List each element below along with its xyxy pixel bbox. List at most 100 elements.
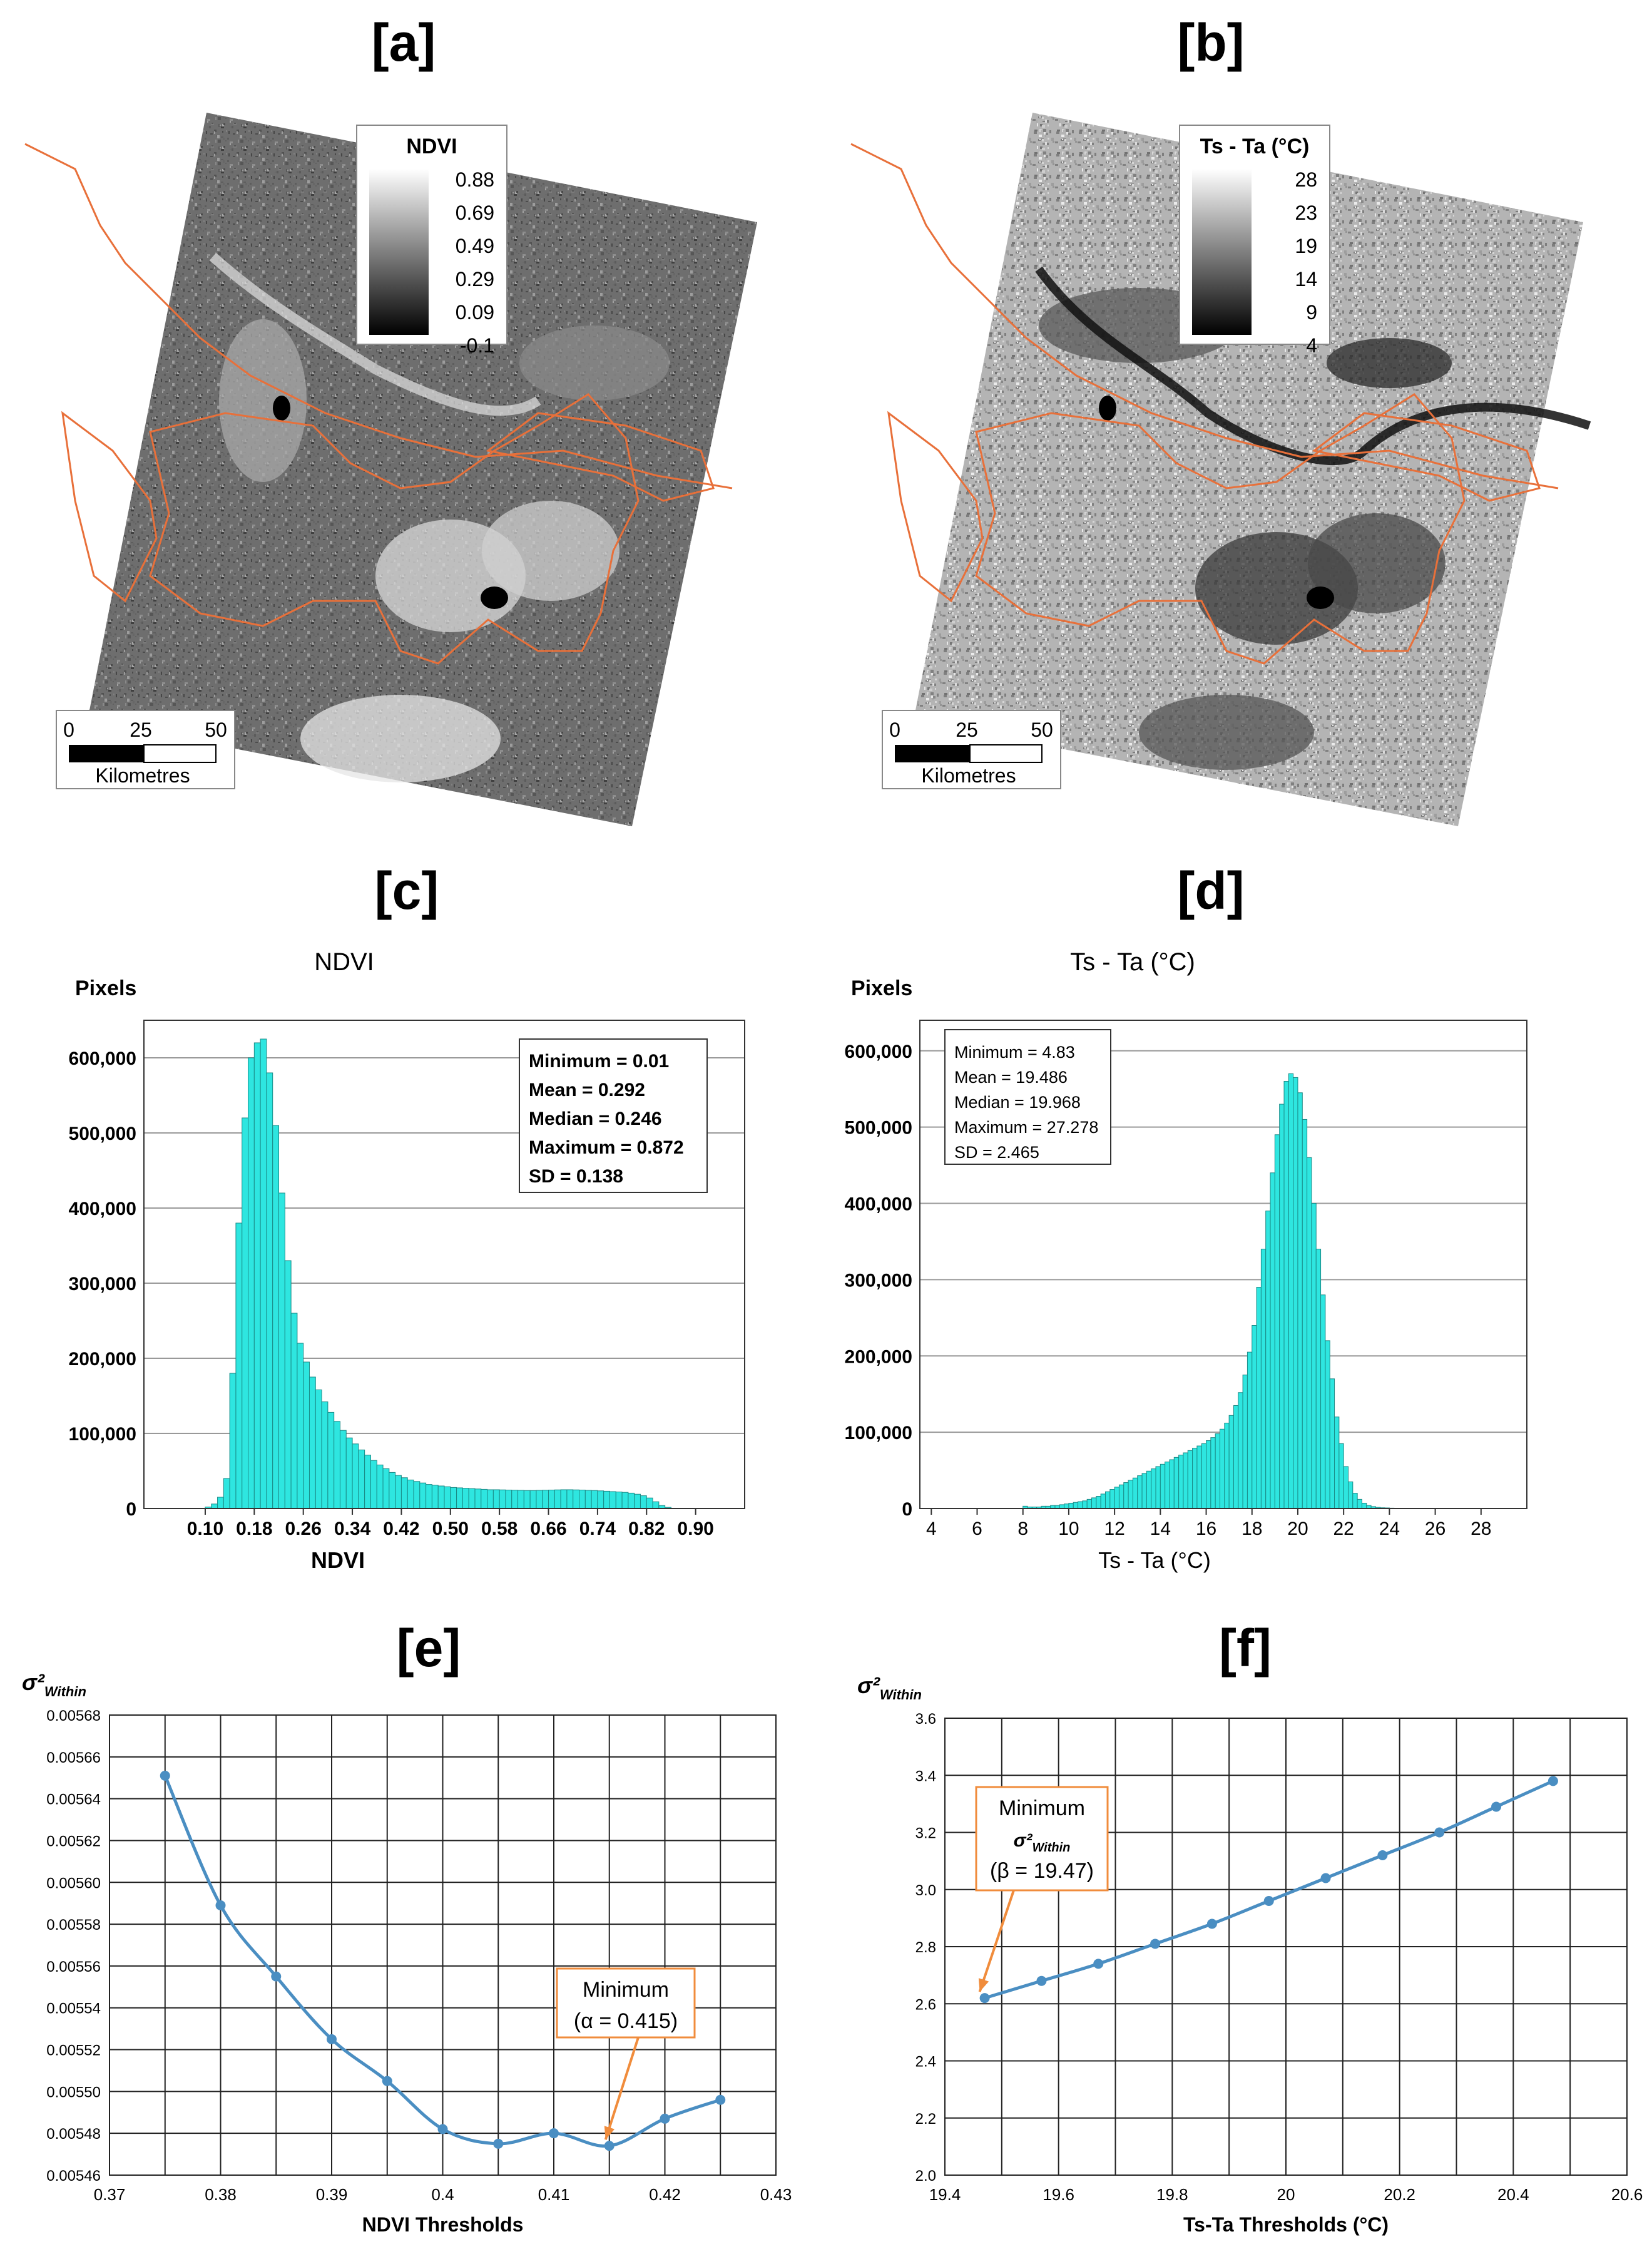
histogram-bar — [1082, 1500, 1088, 1509]
histogram-bar — [1078, 1501, 1083, 1509]
histogram-bar — [1137, 1475, 1143, 1509]
histogram-bar — [640, 1495, 647, 1509]
y-tick-label: 600,000 — [69, 1048, 136, 1069]
data-point — [715, 2094, 726, 2105]
histogram-bar — [1247, 1351, 1253, 1509]
data-point — [1434, 1827, 1445, 1838]
legend-title: Ts - Ta (°C) — [1200, 135, 1310, 158]
histogram-bar — [426, 1484, 432, 1509]
data-point — [271, 1971, 282, 1982]
x-axis-label: NDVI Thresholds — [362, 2213, 524, 2236]
histogram-bar — [352, 1443, 359, 1509]
histogram-bar — [1307, 1157, 1312, 1509]
histogram-bar — [308, 1376, 316, 1509]
scale-bar-black-segment — [895, 745, 970, 762]
histogram-bar — [1192, 1448, 1198, 1509]
histogram-bar — [1224, 1423, 1230, 1509]
stats-line: Maximum = 27.278 — [954, 1118, 1098, 1137]
stats-box: Minimum = 0.01 Mean = 0.292 Median = 0.246… — [519, 1038, 708, 1193]
histogram-bar — [542, 1490, 549, 1509]
histogram-bar — [1311, 1203, 1317, 1509]
histogram-bar — [511, 1490, 519, 1509]
scale-bar-tick: 0 — [889, 719, 900, 741]
annotation-line: Minimum — [999, 1796, 1085, 1820]
y-tick-label: 200,000 — [69, 1349, 136, 1370]
histogram-bar — [1104, 1491, 1111, 1509]
histogram-panel-c: NDVI Pixels 0 100,000 200,000 300,000 400,000 5… — [0, 948, 826, 1596]
legend-value: 23 — [1295, 202, 1317, 224]
reservoir — [1307, 586, 1334, 609]
histogram-bar — [652, 1501, 660, 1509]
x-tick-label: 0.42 — [383, 1519, 419, 1539]
y-tick-label: 2.0 — [915, 2168, 936, 2185]
minimum-annotation: Minimum (α = 0.415) — [556, 1967, 696, 2140]
histogram-bar — [1352, 1493, 1358, 1509]
histogram-bar — [229, 1373, 237, 1509]
scale-bar-tick: 0 — [63, 719, 74, 741]
x-tick-label: 0.34 — [334, 1519, 371, 1539]
histogram-bar — [1302, 1119, 1308, 1509]
annotation-arrow — [978, 1890, 1015, 1992]
y-tick-label: 400,000 — [845, 1194, 912, 1215]
legend-value: 14 — [1295, 268, 1317, 290]
data-point — [160, 1770, 170, 1781]
legend-value: 9 — [1306, 301, 1317, 324]
histogram-bar — [370, 1460, 377, 1509]
y-tick-label: 300,000 — [69, 1274, 136, 1294]
y-tick-label: 500,000 — [69, 1124, 136, 1144]
annotation-line-subscript: Within — [1032, 1841, 1070, 1855]
ts-ta-threshold-chart: σ²Within 2.0 2.2 2.4 2.6 2.8 3.0 3.2 3.4 3.6 19.4 1… — [857, 1672, 1643, 2236]
histogram-bar — [1100, 1493, 1106, 1509]
histogram-bar — [1187, 1450, 1193, 1509]
histogram-bar — [597, 1490, 604, 1509]
color-legend: NDVI 0.88 0.69 0.49 0.29 0.09 -0.1 — [356, 125, 507, 357]
histogram-bar — [529, 1490, 537, 1509]
data-point — [979, 1993, 990, 2004]
histogram-bar — [1118, 1484, 1124, 1509]
histogram-bar — [1357, 1498, 1362, 1509]
x-tick-label: 0.10 — [187, 1519, 223, 1539]
histogram-bar — [1086, 1498, 1093, 1509]
stats-line: SD = 2.465 — [954, 1143, 1039, 1162]
histogram-bar — [1109, 1489, 1115, 1509]
data-point — [1036, 1975, 1047, 1986]
histogram-bar — [1260, 1249, 1267, 1509]
histogram-bar — [431, 1485, 439, 1509]
histogram-bar — [462, 1488, 469, 1509]
y-axis-label: Pixels — [851, 976, 912, 1000]
histogram-bar — [1233, 1405, 1239, 1509]
histogram-bar — [1288, 1073, 1294, 1509]
scale-bar-unit: Kilometres — [95, 764, 190, 787]
histogram-bar — [345, 1437, 353, 1509]
histogram-bar — [1114, 1487, 1119, 1509]
histogram-bar — [339, 1430, 347, 1509]
legend-value: -0.1 — [460, 334, 494, 357]
legend-value: 0.49 — [456, 235, 494, 257]
reservoir — [481, 586, 508, 609]
x-axis-label: Ts-Ta Thresholds (°C) — [1183, 2213, 1389, 2236]
x-tick-label: 20.4 — [1497, 2185, 1529, 2204]
histogram-bar — [1210, 1437, 1216, 1509]
y-tick-label: 3.6 — [915, 1711, 936, 1728]
ts-ta-map: Ts - Ta (°C) 28 23 19 14 9 4 0 25 50 Kilometres — [850, 113, 1591, 826]
x-tick-label: 19.8 — [1156, 2185, 1188, 2204]
y-tick-label: 0.00548 — [46, 2126, 101, 2143]
y-tick-label: 3.2 — [915, 1825, 936, 1842]
plot-frame — [109, 1714, 777, 2176]
data-point — [1263, 1896, 1274, 1906]
y-tick-label: 200,000 — [845, 1346, 912, 1367]
data-point — [660, 2113, 670, 2124]
x-tick-label: 10 — [1058, 1519, 1079, 1539]
histogram-bar — [1293, 1077, 1298, 1509]
scale-bar-white-segment — [969, 744, 1043, 763]
stats-line: Mean = 0.292 — [529, 1080, 645, 1100]
annotation-box — [556, 1967, 696, 2039]
reservoir — [273, 396, 290, 421]
histogram-bar — [1256, 1287, 1262, 1509]
histogram-bar — [1270, 1172, 1275, 1509]
y-axis-label: σ²Within — [857, 1672, 922, 1703]
histogram-bar — [1283, 1081, 1289, 1509]
histogram-bar — [554, 1489, 561, 1509]
histogram-bar — [1297, 1092, 1303, 1509]
histogram-bar — [1228, 1415, 1234, 1509]
